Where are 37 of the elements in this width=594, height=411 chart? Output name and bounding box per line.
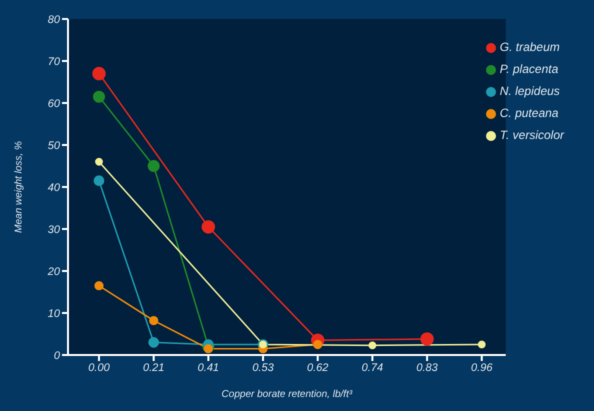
y-tick-label: 40 xyxy=(48,182,61,194)
y-tick-label: 0 xyxy=(54,350,61,362)
point xyxy=(368,341,376,350)
legend-label: G. trabeum xyxy=(500,40,560,54)
legend-label: N. lepideus xyxy=(500,84,560,98)
point xyxy=(95,158,103,166)
point xyxy=(93,90,105,103)
x-axis-title: Copper borate retention, lb/ft³ xyxy=(222,389,353,400)
point xyxy=(202,220,216,234)
x-tick-label: 0.74 xyxy=(362,362,384,374)
x-tick-label: 0.53 xyxy=(252,362,275,374)
point xyxy=(92,66,106,80)
y-tick-label: 30 xyxy=(48,224,61,236)
y-axis-title: Mean weight loss, % xyxy=(14,141,25,233)
point xyxy=(204,344,213,354)
legend-label: T. versicolor xyxy=(500,128,564,142)
point xyxy=(94,175,104,186)
x-tick-label: 0.62 xyxy=(307,362,328,374)
x-tick-label: 0.00 xyxy=(88,362,111,374)
y-tick-label: 50 xyxy=(48,140,61,152)
x-tick-label: 0.83 xyxy=(416,362,439,374)
x-tick-label: 0.21 xyxy=(142,362,164,374)
point xyxy=(420,332,434,346)
x-tick-label: 0.96 xyxy=(471,362,494,374)
point xyxy=(149,316,158,326)
point xyxy=(148,337,159,348)
y-tick-label: 20 xyxy=(46,266,61,278)
y-tick-label: 10 xyxy=(48,308,61,320)
legend-label: P. placenta xyxy=(500,62,558,76)
point xyxy=(478,340,486,348)
legend-label: C. puteana xyxy=(500,106,558,120)
y-tick-label: 70 xyxy=(48,56,61,68)
point xyxy=(94,281,104,290)
y-tick-label: 60 xyxy=(48,98,61,110)
point xyxy=(148,160,160,172)
y-tick-label: 80 xyxy=(48,14,61,26)
x-tick-label: 0.41 xyxy=(198,362,220,374)
